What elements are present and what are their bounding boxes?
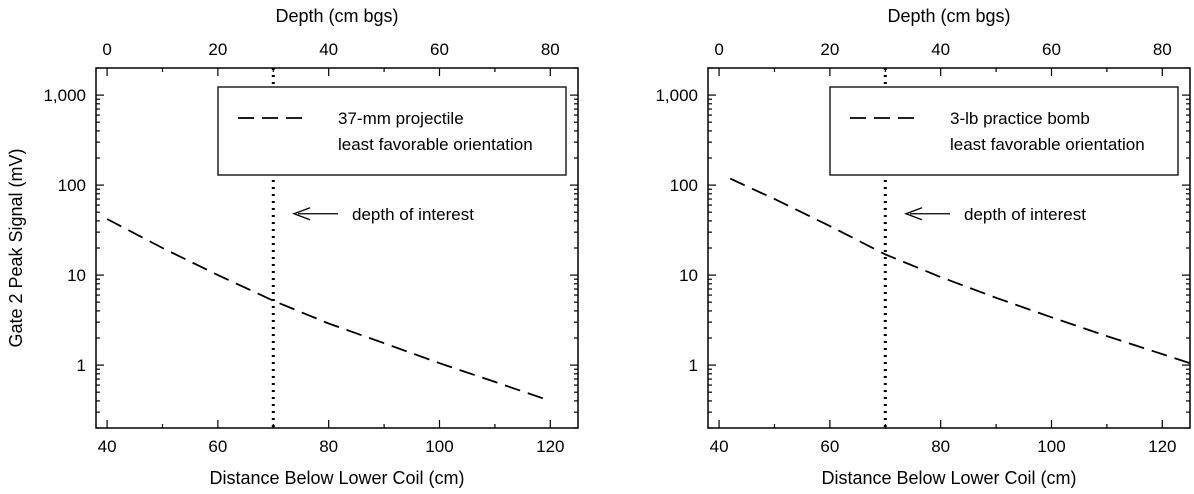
x2-tick-label: 20 bbox=[208, 40, 227, 59]
legend-label: 37-mm projectile bbox=[338, 109, 464, 128]
x2-tick-label: 0 bbox=[102, 40, 111, 59]
x2-tick-label: 20 bbox=[820, 40, 839, 59]
x-tick-label: 120 bbox=[536, 437, 564, 456]
legend-label-line2: least favorable orientation bbox=[338, 135, 533, 154]
x2-tick-label: 80 bbox=[1153, 40, 1172, 59]
x-axis-title: Distance Below Lower Coil (cm) bbox=[209, 468, 464, 488]
y-axis-title: Gate 2 Peak Signal (mV) bbox=[6, 148, 26, 347]
y-tick-label: 100 bbox=[58, 176, 86, 195]
y-tick-label: 1,000 bbox=[43, 86, 86, 105]
y-tick-label: 1 bbox=[689, 356, 698, 375]
x2-tick-label: 60 bbox=[430, 40, 449, 59]
x2-axis-title: Depth (cm bgs) bbox=[275, 6, 398, 26]
x-tick-label: 80 bbox=[319, 437, 338, 456]
x-tick-label: 60 bbox=[820, 437, 839, 456]
x-axis-title: Distance Below Lower Coil (cm) bbox=[821, 468, 1076, 488]
annotation-label: depth of interest bbox=[352, 205, 474, 224]
x-tick-label: 120 bbox=[1148, 437, 1176, 456]
x-tick-label: 60 bbox=[208, 437, 227, 456]
series-line-1 bbox=[729, 177, 1191, 365]
x2-axis-title: Depth (cm bgs) bbox=[887, 6, 1010, 26]
y-tick-label: 1,000 bbox=[655, 86, 698, 105]
series-line-1 bbox=[106, 218, 546, 400]
legend-box bbox=[217, 86, 567, 176]
x-tick-label: 100 bbox=[1037, 437, 1065, 456]
y-tick-label: 10 bbox=[679, 266, 698, 285]
chart-panel-1: 40 60 80 100 120 0 20 40 60 80 1 10 100 1,000 Distance… bbox=[6, 6, 579, 488]
x-tick-label: 100 bbox=[425, 437, 453, 456]
x-tick-label: 40 bbox=[98, 437, 117, 456]
legend-label-line2: least favorable orientation bbox=[950, 135, 1145, 154]
y-tick-label: 1 bbox=[77, 356, 86, 375]
x-tick-label: 80 bbox=[931, 437, 950, 456]
y-tick-label: 100 bbox=[670, 176, 698, 195]
x-tick-label: 40 bbox=[710, 437, 729, 456]
x2-tick-label: 40 bbox=[319, 40, 338, 59]
annotation-label: depth of interest bbox=[964, 205, 1086, 224]
y-tick-label: 10 bbox=[67, 266, 86, 285]
x2-tick-label: 60 bbox=[1042, 40, 1061, 59]
annotation-arrow-icon bbox=[292, 207, 311, 221]
x2-tick-label: 0 bbox=[714, 40, 723, 59]
annotation-arrow-icon bbox=[904, 207, 923, 221]
legend-box bbox=[829, 86, 1179, 176]
legend-label: 3-lb practice bomb bbox=[950, 109, 1090, 128]
x2-tick-label: 40 bbox=[931, 40, 950, 59]
x2-tick-label: 80 bbox=[541, 40, 560, 59]
chart-panel-2: 40 60 80 100 120 0 20 40 60 80 1 10 100 1,000 Distance… bbox=[655, 6, 1191, 488]
